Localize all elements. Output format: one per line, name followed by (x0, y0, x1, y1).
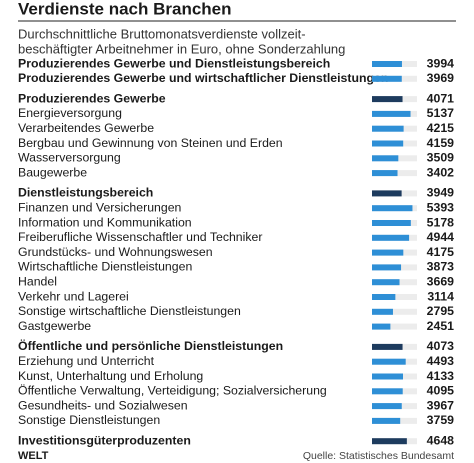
bar (372, 75, 402, 82)
bar (372, 61, 402, 67)
value-label: 3873 (427, 260, 455, 274)
bar (372, 294, 396, 300)
bar (372, 388, 403, 395)
bar (372, 373, 403, 380)
bar (372, 155, 399, 162)
bar (372, 170, 398, 177)
row-label: Produzierendes Gewerbe und wirtschaftlic… (18, 71, 388, 85)
value-label: 3402 (427, 165, 455, 179)
value-label: 5393 (427, 200, 455, 214)
row-label: Information und Kommunikation (18, 215, 192, 229)
bar-track (372, 323, 417, 330)
row-label: Energieversorgung (18, 106, 122, 120)
row-label: Grundstücks- und Wohnungswesen (18, 245, 213, 259)
bar (372, 358, 406, 365)
row-label: Produzierendes Gewerbe und Dienstleistun… (18, 56, 330, 70)
value-label: 3114 (427, 289, 454, 303)
bar (372, 234, 410, 241)
row-label: Wasserversorgung (18, 151, 121, 165)
row-label: Produzierendes Gewerbe (18, 91, 166, 105)
row-label: Öffentliche und persönliche Dienstleistu… (18, 338, 283, 353)
value-label: 3994 (427, 56, 455, 70)
bar (372, 190, 402, 197)
value-label: 2795 (427, 304, 455, 318)
value-label: 3967 (427, 398, 455, 412)
bar (372, 110, 411, 117)
row-label: Öffentliche Verwaltung, Verteidigung; So… (18, 384, 327, 398)
subtitle: Durchschnittliche Bruttomonatsverdienste… (18, 26, 306, 41)
value-label: 4944 (427, 230, 455, 244)
logo: WELT (18, 450, 49, 462)
row-label: Baugewerbe (18, 165, 87, 179)
value-label: 3949 (427, 186, 455, 200)
bar (372, 220, 411, 226)
bar (372, 140, 404, 147)
row-label: Investitionsgüterproduzenten (18, 433, 191, 447)
row-label: Wirtschaftliche Dienstleistungen (18, 260, 192, 274)
bar-track (372, 308, 417, 315)
row-label: Kunst, Unterhaltung und Erholung (18, 369, 203, 383)
row-label: Bergbau und Gewinnung von Steinen und Er… (18, 136, 283, 150)
value-label: 5178 (427, 215, 455, 229)
bar (372, 417, 401, 424)
value-label: 5137 (427, 106, 455, 120)
chart-title: Verdienste nach Branchen (18, 0, 232, 18)
row-label: Handel (18, 274, 57, 288)
subtitle: beschäftigter Arbeitnehmer in Euro, ohne… (18, 41, 345, 56)
bar (372, 249, 404, 256)
bar (372, 403, 402, 410)
value-label: 4073 (427, 339, 455, 353)
value-label: 4175 (427, 245, 455, 259)
value-label: 3669 (427, 274, 455, 288)
row-label: Verkehr und Lagerei (18, 289, 129, 303)
value-label: 4071 (427, 91, 455, 105)
bar (372, 323, 391, 330)
bar (372, 343, 403, 350)
row-label: Verarbeitendes Gewerbe (18, 121, 154, 135)
row-label: Sonstige Dienstleistungen (18, 413, 160, 427)
value-label: 4159 (427, 136, 455, 150)
row-label: Erziehung und Unterricht (18, 354, 155, 368)
row-label: Gesundheits- und Sozialwesen (18, 398, 188, 412)
value-label: 3509 (427, 151, 455, 165)
bar (372, 264, 402, 271)
source: Quelle: Statistisches Bundesamt (303, 450, 454, 462)
value-label: 3969 (427, 71, 455, 85)
row-label: Dienstleistungsbereich (18, 186, 153, 200)
row-label: Sonstige wirtschaftliche Dienstleistunge… (18, 304, 241, 318)
value-label: 4133 (427, 369, 455, 383)
bar (372, 205, 413, 212)
bar (372, 438, 407, 445)
value-label: 3759 (427, 413, 455, 427)
bar (372, 96, 403, 103)
value-label: 4648 (427, 433, 455, 447)
row-label: Gastgewerbe (18, 319, 91, 333)
bar (372, 308, 393, 315)
bar (372, 279, 400, 286)
bar (372, 125, 404, 132)
value-label: 4095 (427, 384, 455, 398)
row-label: Freiberufliche Wissenschaftler und Techn… (18, 230, 262, 244)
value-label: 4215 (427, 121, 455, 135)
value-label: 4493 (427, 354, 455, 368)
value-label: 2451 (427, 319, 455, 333)
row-label: Finanzen und Versicherungen (18, 200, 182, 214)
